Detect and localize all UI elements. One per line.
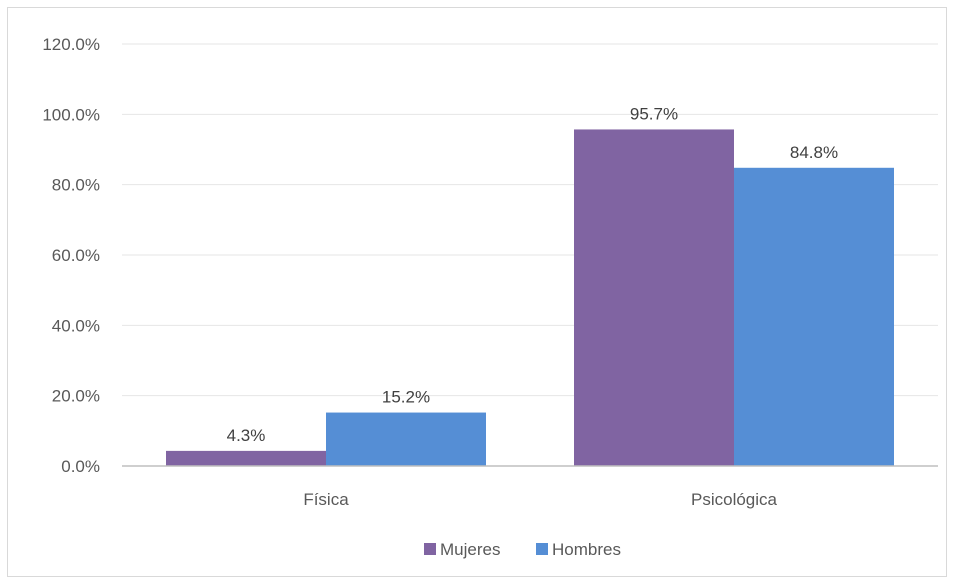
bars bbox=[166, 129, 894, 466]
bar-mujeres-0 bbox=[166, 450, 326, 466]
data-label: 15.2% bbox=[382, 388, 430, 407]
y-tick-label: 100.0% bbox=[42, 105, 100, 124]
x-axis-categories: Física Psicológica bbox=[303, 490, 777, 509]
bar-hombres-0 bbox=[326, 412, 486, 466]
y-axis-ticks: 0.0% 20.0% 40.0% 60.0% 80.0% 100.0% 120.0% bbox=[42, 35, 100, 476]
y-tick-label: 20.0% bbox=[52, 387, 100, 406]
x-category-label: Física bbox=[303, 490, 349, 509]
y-tick-label: 0.0% bbox=[61, 457, 100, 476]
legend-swatch-mujeres bbox=[424, 543, 436, 555]
x-category-label: Psicológica bbox=[691, 490, 778, 509]
data-label: 95.7% bbox=[630, 104, 678, 123]
data-label: 4.3% bbox=[227, 426, 266, 445]
legend-swatch-hombres bbox=[536, 543, 548, 555]
y-tick-label: 60.0% bbox=[52, 246, 100, 265]
bar-hombres-1 bbox=[734, 167, 894, 466]
bar-mujeres-1 bbox=[574, 129, 734, 466]
y-tick-label: 40.0% bbox=[52, 316, 100, 335]
y-tick-label: 80.0% bbox=[52, 176, 100, 195]
legend-label-mujeres: Mujeres bbox=[440, 540, 500, 559]
data-labels: 4.3% 15.2% 95.7% 84.8% bbox=[227, 104, 838, 444]
legend: Mujeres Hombres bbox=[424, 540, 621, 559]
data-label: 84.8% bbox=[790, 143, 838, 162]
y-tick-label: 120.0% bbox=[42, 35, 100, 54]
legend-label-hombres: Hombres bbox=[552, 540, 621, 559]
